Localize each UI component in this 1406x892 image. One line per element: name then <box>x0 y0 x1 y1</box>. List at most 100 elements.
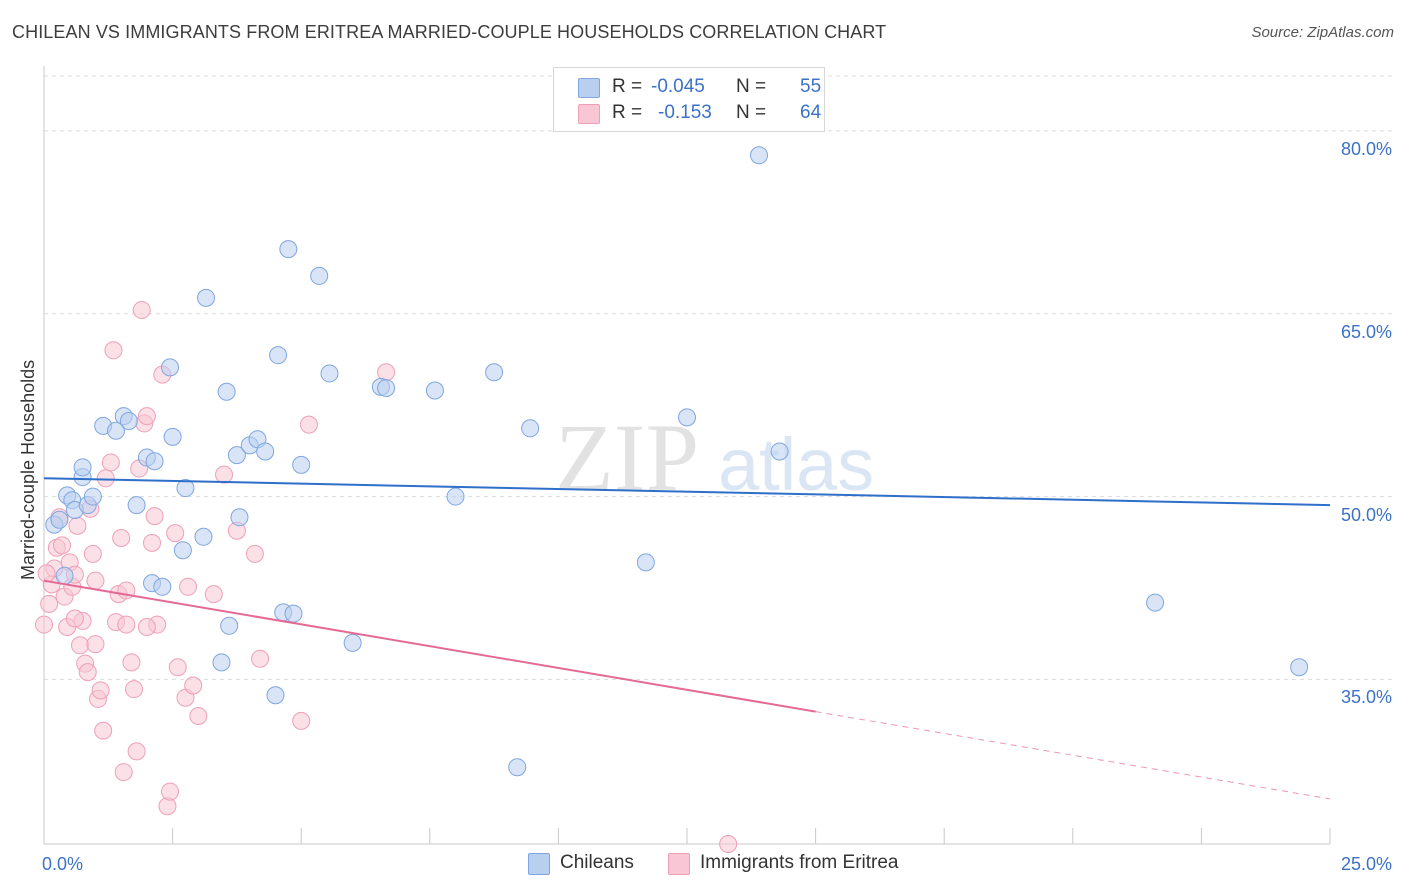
n-label: N = <box>736 76 767 97</box>
chileans-point <box>446 487 465 506</box>
chileans-point <box>343 633 362 652</box>
chileans-point <box>377 379 396 398</box>
eritrea-point <box>161 782 180 801</box>
y-tick-label: 50.0% <box>1340 504 1392 525</box>
watermark-zip: ZIP <box>555 404 699 511</box>
chileans-point <box>107 421 126 440</box>
eritrea-point <box>96 469 115 488</box>
chileans-point <box>161 358 180 377</box>
chileans-point <box>310 266 329 285</box>
chileans-point <box>50 510 69 529</box>
eritrea-point <box>86 571 105 590</box>
eritrea-point <box>137 618 156 637</box>
y-tick-label: 65.0% <box>1340 321 1392 342</box>
chart-title: CHILEAN VS IMMIGRANTS FROM ERITREA MARRI… <box>12 22 887 42</box>
series-chileans-points <box>45 146 1309 777</box>
eritrea-point <box>91 681 110 700</box>
eritrea-point <box>184 676 203 695</box>
chileans-point <box>73 458 92 477</box>
stats-legend: R = -0.045 N = 55 R = -0.153 N = 64 <box>553 67 825 132</box>
eritrea-swatch <box>578 104 600 124</box>
chileans-point <box>230 508 249 527</box>
chileans-point <box>194 527 213 546</box>
r-label: R = <box>612 76 643 97</box>
chileans-point <box>770 442 789 461</box>
eritrea-point <box>215 465 234 484</box>
chileans-point <box>256 442 275 461</box>
eritrea-point <box>94 721 113 740</box>
eritrea-point <box>68 516 87 535</box>
eritrea-point <box>101 453 120 472</box>
chileans-point <box>485 363 504 382</box>
eritrea-point <box>78 663 97 682</box>
chileans-point <box>425 381 444 400</box>
chileans-point <box>636 553 655 572</box>
chileans-point <box>750 146 769 165</box>
eritrea-point <box>37 564 56 583</box>
chileans-point <box>292 455 311 474</box>
watermark: ZIP atlas <box>555 404 874 511</box>
chileans-point <box>212 653 231 672</box>
eritrea-point <box>83 544 102 563</box>
chileans-point <box>119 411 138 430</box>
eritrea-point <box>719 835 738 853</box>
eritrea-point <box>53 536 72 555</box>
x-tick-label-min: 0.0% <box>42 854 84 874</box>
chileans-point <box>1146 593 1165 612</box>
trend-lines <box>43 477 1331 800</box>
y-tick-label: 35.0% <box>1340 687 1392 708</box>
n-label: N = <box>736 102 767 123</box>
r-value: -0.153 <box>658 102 712 123</box>
eritrea-point <box>40 594 59 613</box>
chileans-point <box>127 496 146 515</box>
eritrea-point <box>168 658 187 677</box>
eritrea-point <box>245 544 264 563</box>
eritrea-point <box>35 615 53 634</box>
chileans-point <box>55 566 74 585</box>
x-tick-label-max: 25.0% <box>1340 854 1392 874</box>
n-value: 64 <box>800 102 822 123</box>
y-axis-label: Married-couple Households <box>18 359 38 580</box>
chileans-point <box>163 427 182 446</box>
eritrea-point <box>112 529 131 548</box>
legend-label-eritrea: Immigrants from Eritrea <box>700 852 899 873</box>
gridlines <box>44 75 1392 680</box>
chileans-point <box>220 616 239 635</box>
chileans-point <box>266 686 285 705</box>
eritrea-point <box>251 649 270 668</box>
legend-label-chileans: Chileans <box>560 852 634 873</box>
eritrea-point <box>166 524 185 543</box>
chileans-point <box>227 446 246 465</box>
chileans-point <box>508 758 527 777</box>
eritrea-point <box>125 680 144 699</box>
chileans-legend-swatch <box>528 853 550 875</box>
chileans-point <box>279 240 298 259</box>
eritrea-point <box>204 585 223 604</box>
chileans-point <box>284 604 303 623</box>
eritrea-point <box>104 341 123 360</box>
eritrea-point <box>158 797 177 816</box>
eritrea-point <box>299 415 318 434</box>
chileans-point <box>1290 658 1309 677</box>
y-tick-label: 80.0% <box>1340 138 1392 159</box>
chileans-swatch <box>578 78 600 98</box>
chileans-point <box>173 541 192 560</box>
eritrea-point <box>143 533 162 552</box>
eritrea-point <box>65 609 84 628</box>
eritrea-point <box>122 653 141 672</box>
eritrea-trend-line <box>43 579 816 713</box>
chileans-point <box>153 577 172 596</box>
chileans-point <box>217 382 236 401</box>
eritrea-point <box>145 507 164 526</box>
chileans-point <box>145 452 164 471</box>
chileans-point <box>521 419 540 438</box>
chileans-point <box>176 479 195 498</box>
eritrea-point <box>132 301 151 320</box>
eritrea-trend-line-extrapolated <box>815 711 1331 800</box>
eritrea-point <box>127 742 146 761</box>
eritrea-point <box>189 707 208 725</box>
n-value: 55 <box>800 76 822 97</box>
eritrea-legend-swatch <box>668 853 690 875</box>
axes <box>43 66 1331 845</box>
